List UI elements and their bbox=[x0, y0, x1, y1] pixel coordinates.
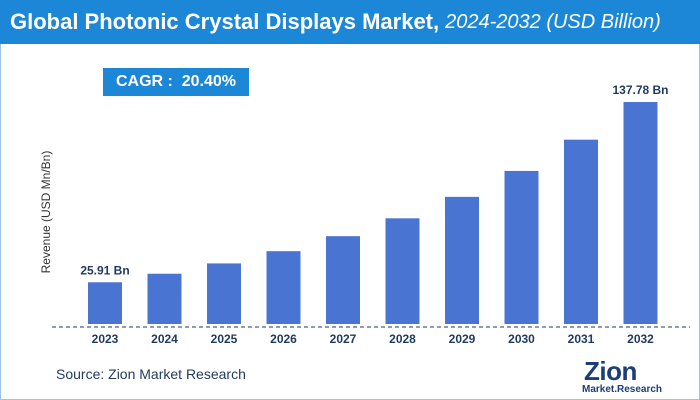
bar-2025 bbox=[207, 263, 241, 324]
x-tick-label: 2028 bbox=[389, 332, 416, 346]
x-tick-label: 2023 bbox=[92, 332, 119, 346]
bar-2027 bbox=[326, 236, 360, 324]
bar-2031 bbox=[564, 139, 598, 324]
zion-logo: Zion Market.Research bbox=[576, 356, 666, 398]
chart-header: Global Photonic Crystal Displays Market,… bbox=[0, 0, 700, 44]
x-tick-label: 2024 bbox=[151, 332, 178, 346]
bar-2024 bbox=[147, 273, 182, 324]
x-tick-label: 2025 bbox=[211, 332, 238, 346]
source-note: Source: Zion Market Research bbox=[56, 366, 246, 382]
bar-2032 bbox=[623, 102, 658, 324]
bar-2023 bbox=[88, 282, 122, 324]
x-tick-label: 2030 bbox=[508, 332, 535, 346]
logo-subtext: Market.Research bbox=[582, 384, 663, 395]
chart-title: Global Photonic Crystal Displays Market, bbox=[10, 9, 440, 34]
bar-2026 bbox=[266, 251, 301, 324]
chart-subtitle: 2024-2032 (USD Billion) bbox=[445, 10, 661, 33]
x-tick-label: 2032 bbox=[627, 332, 654, 346]
data-label-2023: 25.91 Bn bbox=[80, 263, 129, 277]
cagr-badge: CAGR : 20.40% bbox=[103, 68, 249, 96]
bar-2029 bbox=[445, 196, 479, 324]
x-tick-label: 2031 bbox=[568, 332, 595, 346]
x-tick-label: 2026 bbox=[270, 332, 297, 346]
x-tick-label: 2029 bbox=[449, 332, 476, 346]
x-tick-label: 2027 bbox=[330, 332, 357, 346]
bar-2030 bbox=[504, 170, 539, 324]
bar-2028 bbox=[385, 218, 420, 324]
logo-wordmark: Zion bbox=[584, 356, 637, 386]
data-label-2032: 137.78 Bn bbox=[612, 83, 668, 97]
